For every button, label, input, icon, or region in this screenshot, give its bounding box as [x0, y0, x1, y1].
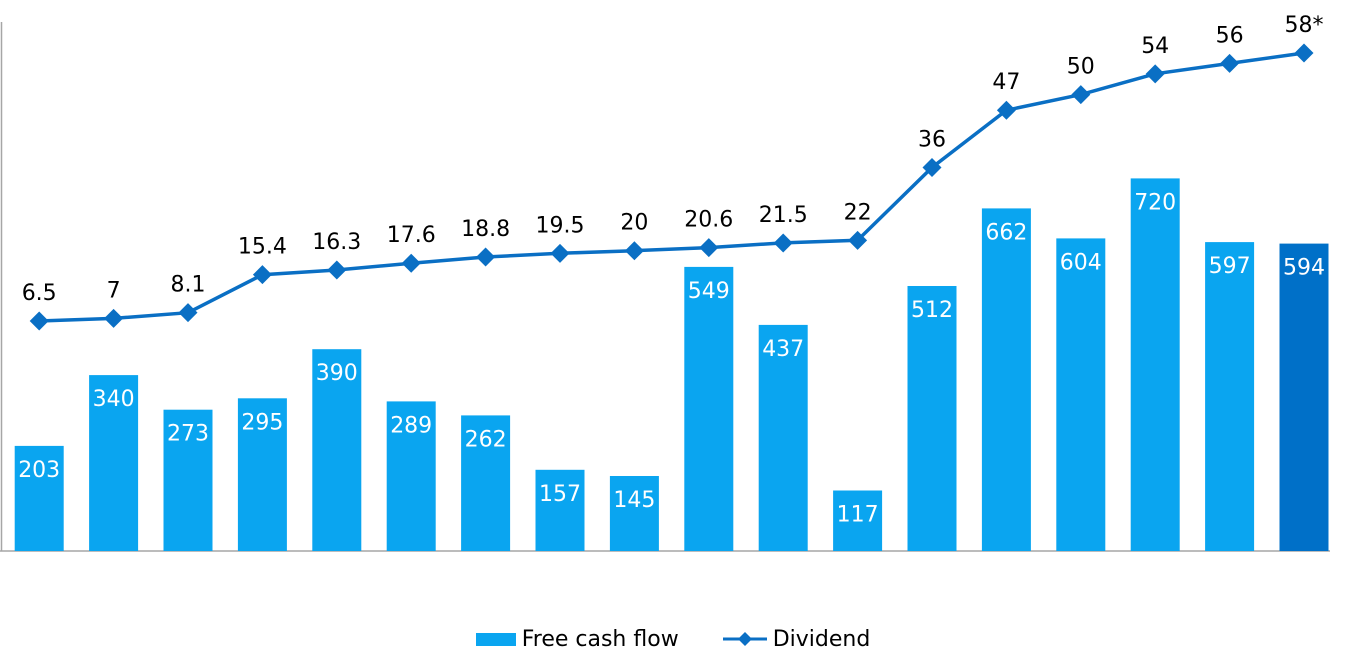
dividend-markers-group — [29, 43, 1314, 331]
bar-labels-group: 203 340 273 295 390 289 262 157 145 549 437 117 512 6… — [18, 190, 1325, 527]
dividend-label: 19.5 — [536, 213, 585, 238]
dividend-line — [39, 51, 1305, 323]
dividend-label: 47 — [992, 70, 1020, 95]
fcf-bar — [461, 415, 511, 551]
dividend-label: 15.4 — [238, 235, 287, 260]
dividend-marker — [996, 100, 1016, 120]
dividend-label: 20.6 — [684, 208, 733, 233]
fcf-bar-label: 117 — [837, 503, 879, 528]
fcf-bar-label: 437 — [762, 337, 804, 362]
fcf-bar — [1056, 238, 1106, 551]
fcf-bar — [535, 469, 585, 551]
fcf-bar — [684, 266, 734, 551]
dividend-label: 8.1 — [171, 273, 206, 298]
fcf-bar — [163, 409, 213, 551]
fcf-bar-label: 594 — [1283, 256, 1325, 281]
dividend-label: 58* — [1285, 13, 1324, 38]
fcf-bar — [981, 208, 1031, 551]
fcf-bar — [907, 286, 957, 551]
fcf-bar-label: 145 — [613, 488, 655, 513]
bars-group — [14, 178, 1329, 551]
fcf-bar-label: 604 — [1060, 250, 1102, 275]
dividend-marker — [922, 157, 942, 177]
legend-bar-swatch — [475, 632, 516, 646]
dividend-label: 7 — [107, 278, 121, 303]
dividend-label: 16.3 — [312, 230, 361, 255]
fcf-bar-label: 157 — [539, 482, 581, 507]
fcf-bar-label: 597 — [1209, 254, 1251, 279]
dividend-marker — [29, 311, 49, 331]
dividend-marker — [401, 253, 421, 273]
dividend-label: 56 — [1216, 23, 1244, 48]
dividend-label: 54 — [1141, 34, 1169, 59]
fcf-bar — [833, 490, 883, 551]
fcf-bar-label: 289 — [390, 413, 432, 438]
fcf-bar-label: 549 — [688, 279, 730, 304]
legend: Free cash flow Dividend — [0, 622, 1346, 656]
fcf-bar — [1279, 243, 1329, 551]
dividend-marker — [848, 230, 868, 250]
fcf-bar — [237, 398, 287, 551]
fcf-bar — [1130, 178, 1180, 551]
fcf-bar — [609, 476, 659, 551]
fcf-bar-label: 390 — [316, 361, 358, 386]
fcf-bar — [386, 401, 436, 551]
fcf-bar — [1205, 242, 1255, 551]
dividend-marker — [327, 260, 347, 280]
dividend-marker — [1145, 64, 1165, 84]
fcf-bar-label: 340 — [93, 387, 135, 412]
dividend-label: 21.5 — [759, 203, 808, 228]
dividend-label: 18.8 — [461, 217, 510, 242]
dividend-marker — [1220, 53, 1240, 73]
dividend-marker — [624, 241, 644, 261]
dividend-marker — [476, 247, 496, 267]
dividend-marker — [104, 308, 124, 328]
dividend-marker — [252, 265, 272, 285]
dividend-label: 36 — [918, 128, 946, 153]
dividend-label: 50 — [1067, 55, 1095, 80]
fcf-bar — [312, 349, 362, 551]
legend-label-free-cash-flow: Free cash flow — [521, 626, 679, 652]
fcf-bar-label: 512 — [911, 298, 953, 323]
fcf-bar-label: 720 — [1134, 190, 1176, 215]
legend-line-diamond-icon — [722, 632, 767, 646]
fcf-bar — [89, 375, 139, 551]
fcf-bar — [758, 324, 808, 551]
dividend-marker — [550, 243, 570, 263]
fcf-bar-label: 273 — [167, 422, 209, 447]
dividend-labels-group: 6.5 7 8.1 15.4 16.3 17.6 18.8 19.5 20 20.6 21.5 22 3… — [22, 13, 1324, 306]
fcf-bar-label: 295 — [241, 410, 283, 435]
legend-item-free-cash-flow: Free cash flow — [475, 626, 679, 652]
dividend-marker — [773, 233, 793, 253]
fcf-bar-label: 203 — [18, 458, 60, 483]
legend-label-dividend: Dividend — [772, 626, 871, 652]
dividend-marker — [178, 303, 198, 323]
dividend-marker — [1071, 85, 1091, 105]
dividend-label: 6.5 — [22, 281, 57, 306]
dividend-marker — [699, 238, 719, 258]
fcf-bar-label: 262 — [465, 427, 507, 452]
dividend-label: 22 — [844, 200, 872, 225]
dividend-label: 20 — [620, 211, 648, 236]
fcf-bar — [14, 445, 64, 551]
legend-item-dividend: Dividend — [722, 626, 871, 652]
dividend-marker — [1294, 43, 1314, 63]
dividend-label: 17.6 — [387, 223, 436, 248]
fcf-bar-label: 662 — [985, 220, 1027, 245]
